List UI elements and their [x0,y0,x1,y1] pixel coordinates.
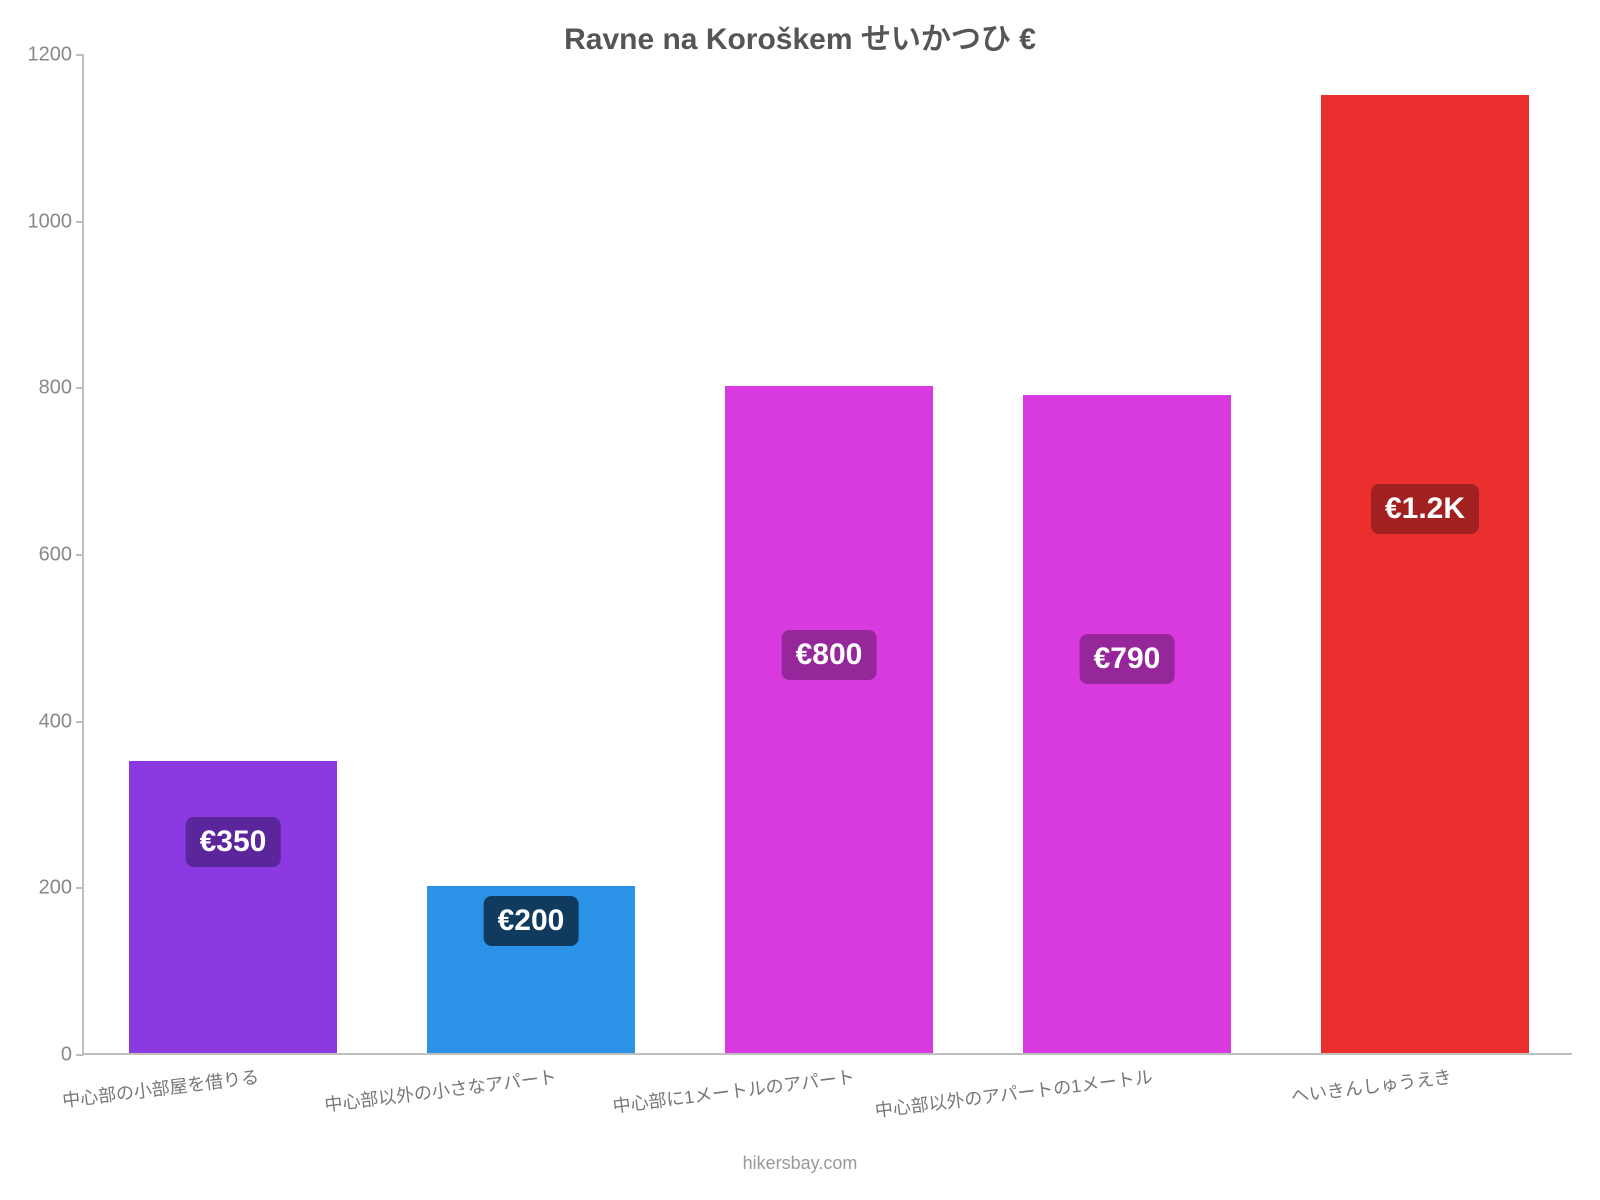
cost-of-living-chart: Ravne na Koroškem せいかつひ € 02004006008001… [0,0,1600,1200]
x-tick-label: 中心部以外のアパートの1メートル [872,1053,1154,1123]
x-tick-label: へいきんしゅうえき [1288,1053,1453,1108]
bar-value-label: €1.2K [1371,484,1479,534]
attribution-text: hikersbay.com [0,1153,1600,1174]
y-tick-mark [76,887,84,889]
y-tick-mark [76,721,84,723]
bar-value-label: €200 [484,896,579,946]
y-tick-mark [76,1054,84,1056]
bar-value-label: €350 [186,817,281,867]
y-tick-mark [76,387,84,389]
bar: €800 [725,386,934,1053]
bar-value-label: €800 [782,630,877,680]
plot-area: 020040060080010001200€350中心部の小部屋を借りる€200… [82,55,1572,1055]
y-tick-mark [76,221,84,223]
bar: €200 [427,886,636,1053]
y-tick-mark [76,54,84,56]
bar-value-label: €790 [1080,634,1175,684]
chart-title: Ravne na Koroškem せいかつひ € [0,14,1600,58]
x-tick-label: 中心部以外の小さなアパート [322,1053,558,1117]
y-tick-mark [76,554,84,556]
x-tick-label: 中心部の小部屋を借りる [59,1053,260,1113]
bar: €1.2K [1321,95,1530,1053]
bar: €350 [129,761,338,1053]
x-tick-label: 中心部に1メートルのアパート [610,1053,856,1118]
bar: €790 [1023,395,1232,1053]
